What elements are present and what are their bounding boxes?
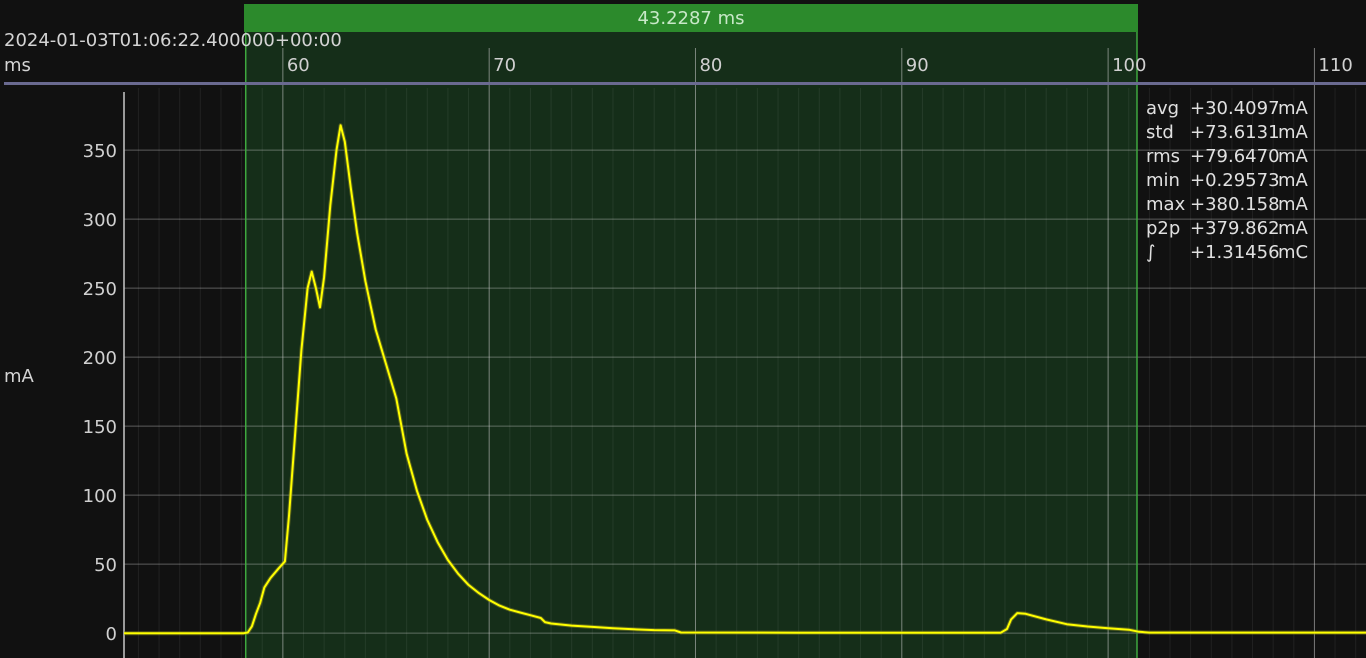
stat-value: +73.6131 — [1190, 122, 1280, 143]
x-axis-bar — [4, 82, 1366, 85]
stat-label: p2p — [1146, 218, 1181, 239]
y-tick-label: 100 — [83, 486, 117, 507]
stat-row: max +380.158 mA — [1146, 193, 1318, 217]
stat-label: ∫ — [1146, 242, 1156, 263]
y-axis-units-label: mA — [4, 366, 34, 387]
stat-value: +1.31456 — [1190, 242, 1280, 263]
x-axis-units-label: ms — [4, 55, 31, 76]
stat-label: rms — [1146, 146, 1180, 167]
stat-unit: mA — [1278, 98, 1308, 119]
y-tick-label: 200 — [83, 348, 117, 369]
x-tick-label: 110 — [1318, 55, 1352, 76]
stat-unit: mA — [1278, 194, 1308, 215]
stat-value: +79.6470 — [1190, 146, 1280, 167]
stat-label: std — [1146, 122, 1174, 143]
stat-unit: mA — [1278, 122, 1308, 143]
stat-unit: mA — [1278, 170, 1308, 191]
stat-row: rms +79.6470 mA — [1146, 145, 1318, 169]
y-tick-label: 0 — [106, 624, 117, 645]
stat-unit: mC — [1278, 242, 1309, 263]
stat-row: avg +30.4097 mA — [1146, 97, 1318, 121]
x-tick-label: 90 — [906, 55, 929, 76]
y-tick-label: 150 — [83, 417, 117, 438]
timestamp-label: 2024-01-03T01:06:22.400000+00:00 — [4, 30, 342, 51]
stat-row: std +73.6131 mA — [1146, 121, 1318, 145]
dual-marker-delta-bar[interactable]: 43.2287 ms — [244, 4, 1138, 32]
stat-label: avg — [1146, 98, 1180, 119]
stat-row: ∫ +1.31456 mC — [1146, 241, 1318, 265]
y-tick-label: 250 — [83, 279, 117, 300]
stat-value: +379.862 — [1190, 218, 1280, 239]
stat-label: min — [1146, 170, 1180, 191]
x-tick-label: 60 — [287, 55, 310, 76]
y-tick-label: 50 — [94, 555, 117, 576]
statistics-panel: avg +30.4097 mA std +73.6131 mA rms +79.6470 mA m… — [1146, 97, 1318, 265]
x-tick-label: 70 — [493, 55, 516, 76]
stat-value: +380.158 — [1190, 194, 1280, 215]
series-line — [124, 124, 1366, 635]
stat-unit: mA — [1278, 146, 1308, 167]
y-tick-label: 350 — [83, 141, 117, 162]
dual-marker-delta-label: 43.2287 ms — [637, 8, 745, 29]
x-tick-label: 80 — [699, 55, 722, 76]
stat-value: +30.4097 — [1190, 98, 1280, 119]
stat-unit: mA — [1278, 218, 1308, 239]
stat-row: min +0.29573 mA — [1146, 169, 1318, 193]
selection-region — [245, 32, 1137, 658]
y-tick-label: 300 — [83, 210, 117, 231]
stat-value: +0.29573 — [1190, 170, 1280, 191]
stat-row: p2p +379.862 mA — [1146, 217, 1318, 241]
x-tick-label: 100 — [1112, 55, 1146, 76]
stat-label: max — [1146, 194, 1186, 215]
